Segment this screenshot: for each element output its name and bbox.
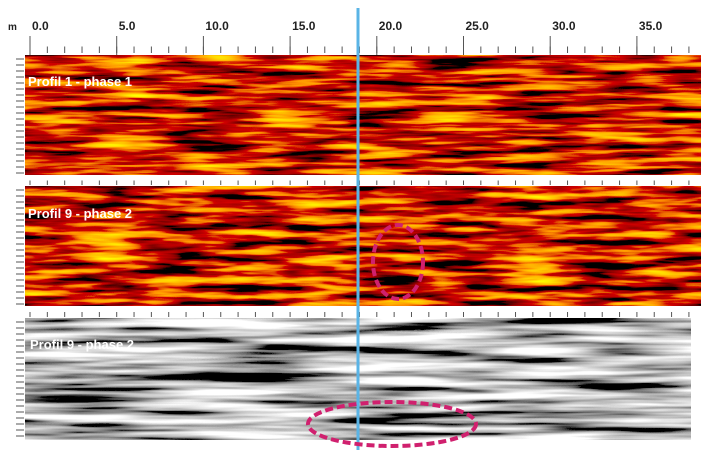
tick-label: 30.0 [552,19,576,33]
tick-label: 15.0 [292,19,316,33]
highlight-ellipse [306,400,478,448]
tick-label: 10.0 [205,19,229,33]
distance-axis: 0.0 5.0 10.0 15.0 20.0 25.0 30.0 35.0 [16,19,690,437]
tick-label: 20.0 [379,19,403,33]
highlight-ellipse [371,223,425,301]
panel-label: Profil 9 - phase 2 [28,206,132,221]
panel-label: Profil 1 - phase 1 [28,74,132,89]
tick-label: 35.0 [639,19,663,33]
tick-label: 5.0 [119,19,136,33]
radargram-panel [25,55,701,175]
panel-label: Profil 9 - phase 2 [30,337,134,352]
tick-label: 0.0 [32,19,49,33]
radargram-panel [25,186,701,306]
axis-unit: m [8,22,17,33]
tick-label: 25.0 [466,19,490,33]
